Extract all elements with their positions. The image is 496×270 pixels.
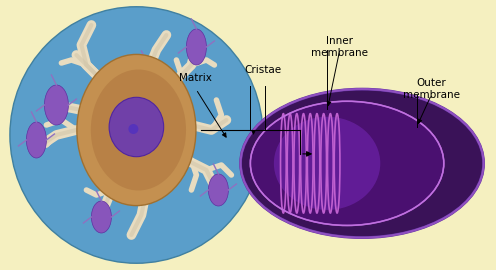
Ellipse shape xyxy=(241,89,484,238)
Ellipse shape xyxy=(208,174,228,206)
Ellipse shape xyxy=(138,61,154,89)
Ellipse shape xyxy=(128,124,138,134)
Ellipse shape xyxy=(186,29,206,65)
Ellipse shape xyxy=(26,122,47,158)
Ellipse shape xyxy=(121,120,142,134)
Text: Matrix: Matrix xyxy=(180,73,212,83)
Ellipse shape xyxy=(10,7,263,263)
Ellipse shape xyxy=(91,69,186,190)
Ellipse shape xyxy=(250,101,444,225)
Ellipse shape xyxy=(109,97,164,157)
Text: Inner
membrane: Inner membrane xyxy=(311,36,368,58)
Ellipse shape xyxy=(91,201,112,233)
Ellipse shape xyxy=(45,85,68,125)
Text: Cristae: Cristae xyxy=(245,65,281,75)
Ellipse shape xyxy=(274,117,380,210)
Text: Outer
membrane: Outer membrane xyxy=(403,78,460,100)
Ellipse shape xyxy=(77,54,196,205)
